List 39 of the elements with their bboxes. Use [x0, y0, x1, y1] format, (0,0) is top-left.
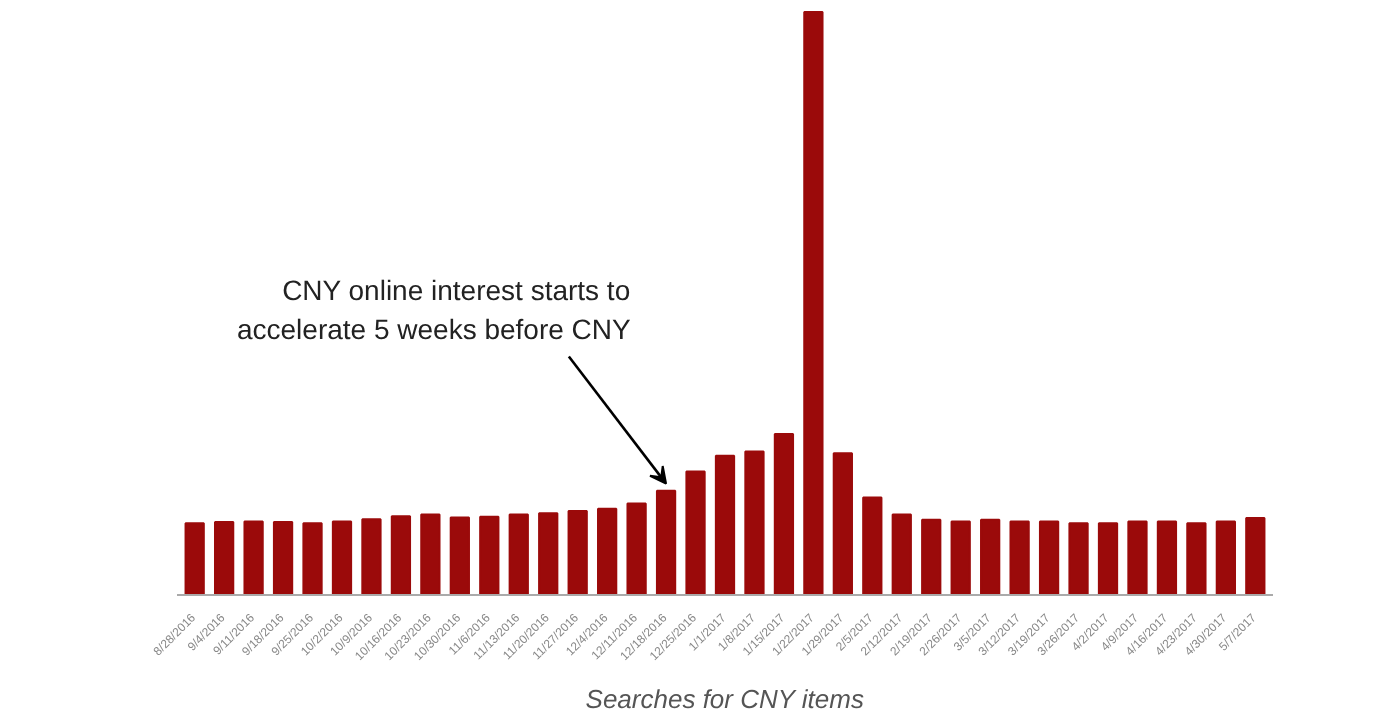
bar: [1038, 520, 1060, 595]
bar: [1156, 520, 1178, 595]
bar: [744, 450, 765, 595]
bar: [832, 452, 853, 595]
bar: [980, 518, 1001, 595]
bar: [655, 489, 677, 595]
bar: [479, 515, 500, 595]
bar: [1186, 522, 1207, 595]
bar: [361, 518, 382, 595]
bar: [714, 454, 736, 595]
bar: [449, 516, 470, 595]
bar: [1068, 522, 1089, 595]
bar: [331, 520, 353, 595]
bar: [626, 502, 647, 595]
bar: [214, 521, 235, 595]
bar: [921, 518, 942, 595]
bar: [1215, 520, 1236, 595]
bar: [1245, 517, 1266, 595]
bar: [1127, 520, 1148, 595]
bar: [538, 512, 559, 595]
bar: [243, 520, 264, 595]
bar: [803, 10, 824, 595]
x-axis-title: Searches for CNY items: [585, 683, 865, 714]
bar: [862, 496, 883, 595]
bar: [950, 520, 971, 595]
bar: [390, 515, 412, 595]
bar: [302, 522, 323, 595]
bar: [508, 513, 529, 595]
bar: [1009, 520, 1030, 595]
bar: [184, 522, 205, 595]
bar: [1097, 522, 1119, 595]
bar: [567, 510, 588, 595]
bar: [773, 433, 795, 595]
bar: [272, 521, 294, 595]
bar: [891, 513, 912, 595]
bar: [420, 513, 441, 595]
bar: [685, 470, 706, 595]
annotation: CNY online interest starts to accelerate 5 weeks before CNY: [236, 274, 633, 345]
bar: [597, 507, 618, 595]
